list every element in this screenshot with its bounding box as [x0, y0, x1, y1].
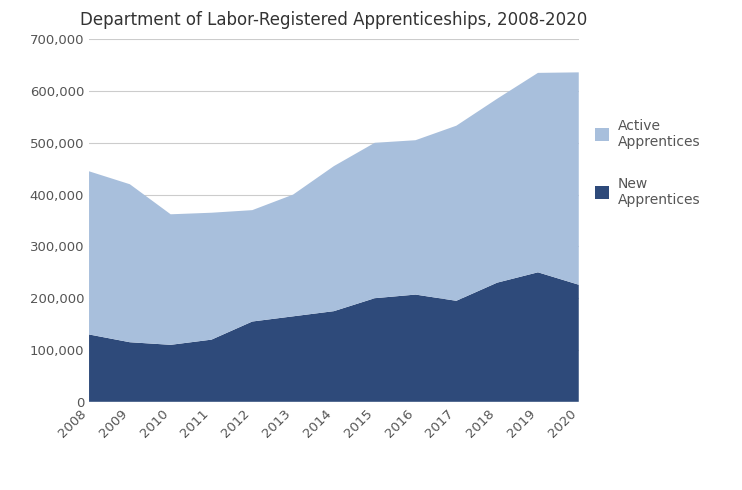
Title: Department of Labor-Registered Apprenticeships, 2008-2020: Department of Labor-Registered Apprentic… — [80, 11, 588, 29]
Legend: Active
Apprentices, New
Apprentices: Active Apprentices, New Apprentices — [596, 119, 700, 207]
